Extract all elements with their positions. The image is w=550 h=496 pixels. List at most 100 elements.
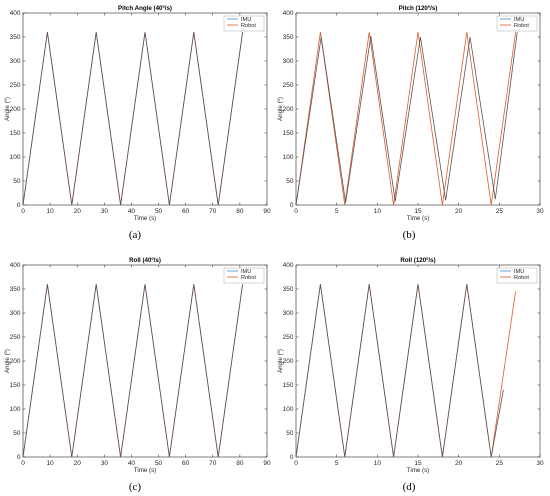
panel-caption: (d)	[403, 481, 416, 493]
legend-label-imu: IMU	[241, 269, 251, 275]
y-tick-label: 200	[283, 106, 294, 113]
y-tick-label: 350	[283, 286, 294, 293]
x-tick-label: 20	[455, 208, 463, 215]
x-tick-label: 70	[209, 208, 217, 215]
x-tick-label: 60	[182, 208, 190, 215]
chart-panel-d: Roll (120º/s)0 5 10 15 20 25 30050100150200250…	[277, 257, 544, 493]
chart-title: Pitch Angle (40º/s)	[118, 5, 172, 12]
x-tick-label: 40	[128, 208, 136, 215]
x-tick-label: 90	[263, 460, 271, 467]
chart-panel-c: Roll (40º/s) 0 10 20 30 40 50 60 70 80 90 0 50 100 150…	[4, 257, 271, 493]
y-tick-label: 250	[283, 82, 294, 89]
plot-area	[295, 264, 541, 458]
x-tick-label: 25	[496, 208, 504, 215]
x-tick-label: 0	[21, 208, 25, 215]
y-tick-label: 150	[10, 130, 21, 137]
x-tick-label: 40	[128, 460, 136, 467]
legend-label-imu: IMU	[514, 269, 524, 275]
y-tick-label: 350	[10, 286, 21, 293]
x-tick-label: 30	[536, 208, 544, 215]
y-tick-label: 100	[10, 154, 21, 161]
x-tick-label: 25	[496, 460, 504, 467]
x-axis-label: Time (s)	[407, 467, 429, 474]
x-tick-label: 80	[236, 460, 244, 467]
x-tick-label: 10	[374, 208, 382, 215]
chart-panel-b: Pitch (120º/s)0 5 10 15 20 25 3005010015020025…	[277, 5, 544, 241]
series-line-imu	[296, 284, 504, 457]
y-tick-label: 100	[10, 406, 21, 413]
legend-box	[496, 15, 538, 32]
chart-panel-a: Pitch Angle (40º/s) 0 10 20 30 40 50 60 70 80 90 0 5…	[4, 5, 271, 241]
x-tick-label: 20	[74, 460, 82, 467]
y-axis-label: Angle (º)	[277, 349, 284, 373]
x-tick-label: 90	[263, 208, 271, 215]
y-axis-label: Angle (º)	[277, 97, 284, 121]
x-tick-label: 0	[294, 208, 298, 215]
x-tick-label: 5	[335, 460, 339, 467]
y-tick-label: 350	[10, 34, 21, 41]
y-tick-label: 0	[290, 454, 294, 461]
series-line-imu	[23, 284, 243, 457]
legend-label-imu: IMU	[241, 17, 251, 23]
chart-title: Roll (120º/s)	[400, 257, 435, 264]
x-tick-label: 20	[455, 460, 463, 467]
plot-area	[22, 264, 268, 458]
y-tick-label: 50	[286, 430, 294, 437]
y-tick-label: 0	[290, 202, 294, 209]
chart-title: Pitch (120º/s)	[399, 5, 438, 12]
x-tick-label: 20	[74, 208, 82, 215]
x-tick-label: 0	[294, 460, 298, 467]
y-tick-label: 150	[283, 130, 294, 137]
x-tick-label: 50	[155, 460, 163, 467]
y-tick-label: 50	[13, 178, 21, 185]
x-tick-label: 80	[236, 208, 244, 215]
y-tick-label: 0	[17, 454, 21, 461]
series-line-imu	[296, 32, 518, 205]
legend-label-robot: Robot	[241, 275, 256, 281]
y-tick-label: 400	[283, 262, 294, 269]
y-tick-label: 200	[283, 358, 294, 365]
x-axis-label: Time (s)	[134, 467, 156, 474]
y-tick-label: 400	[10, 262, 21, 269]
y-tick-label: 150	[283, 382, 294, 389]
y-tick-label: 250	[10, 334, 21, 341]
legend-box	[496, 267, 538, 284]
x-tick-label: 30	[101, 208, 109, 215]
plot-area	[295, 12, 541, 206]
y-tick-label: 400	[283, 10, 294, 17]
y-tick-label: 300	[283, 58, 294, 65]
x-tick-label: 0	[21, 460, 25, 467]
legend-label-robot: Robot	[514, 23, 529, 29]
panel-caption: (c)	[129, 481, 142, 493]
x-tick-label: 15	[414, 460, 422, 467]
x-tick-label: 5	[335, 208, 339, 215]
x-tick-label: 70	[209, 460, 217, 467]
legend-label-robot: Robot	[514, 275, 529, 281]
x-tick-label: 15	[414, 208, 422, 215]
y-axis-label: Angle (º)	[4, 97, 11, 121]
y-tick-label: 300	[10, 58, 21, 65]
x-tick-label: 10	[46, 460, 54, 467]
y-tick-label: 100	[283, 154, 294, 161]
x-tick-label: 60	[182, 460, 190, 467]
y-tick-label: 0	[17, 202, 21, 209]
y-tick-label: 250	[283, 334, 294, 341]
legend-box	[223, 267, 265, 284]
x-tick-label: 10	[46, 208, 54, 215]
y-tick-label: 300	[10, 310, 21, 317]
y-tick-label: 200	[10, 106, 21, 113]
y-tick-label: 300	[283, 310, 294, 317]
x-axis-label: Time (s)	[134, 215, 156, 222]
x-tick-label: 50	[155, 208, 163, 215]
y-tick-label: 50	[13, 430, 21, 437]
y-tick-label: 100	[283, 406, 294, 413]
y-axis-label: Angle (º)	[4, 349, 11, 373]
x-tick-label: 30	[101, 460, 109, 467]
x-tick-label: 30	[536, 460, 544, 467]
legend-box	[223, 15, 265, 32]
